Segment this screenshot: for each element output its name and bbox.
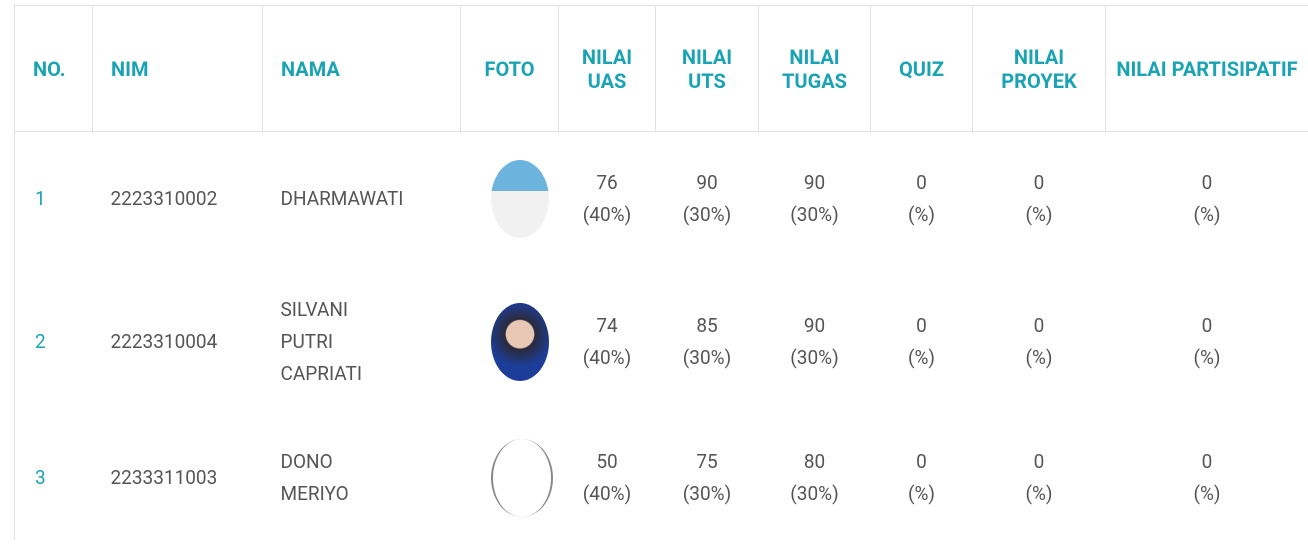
nim: 2233311003	[110, 466, 218, 489]
column-header: QUIZ	[870, 5, 973, 132]
score-cell: 90 (30%)	[656, 132, 759, 267]
score-cell: 0 (%)	[1106, 417, 1308, 540]
weight: (40%)	[582, 482, 632, 505]
column-header: NILAI PROYEK	[972, 5, 1106, 132]
score-cell: 74 (40%)	[559, 267, 656, 417]
name: DHARMAWATI	[280, 187, 404, 211]
score: 0	[916, 171, 927, 195]
weight: (30%)	[790, 482, 839, 505]
weight: (30%)	[682, 345, 732, 369]
name-cell: SILVANI PUTRI CAPRIATI	[263, 267, 461, 417]
column-header: NO.	[14, 5, 93, 132]
row-number[interactable]: 1	[14, 131, 93, 267]
score-cell: 76 (40%)	[559, 132, 656, 267]
weight: (%)	[1193, 482, 1221, 505]
weight: (40%)	[582, 203, 632, 227]
weight: (40%)	[582, 345, 632, 369]
score-cell: 90 (30%)	[759, 132, 871, 267]
row-number[interactable]: 2	[14, 266, 93, 417]
score: 50	[596, 450, 618, 473]
score: 80	[803, 450, 826, 473]
score-cell: 0 (%)	[973, 267, 1106, 417]
row: 3 2233311003 DONO MERIYO 50 (40%) 75 (30%) 80 (3…	[14, 416, 1308, 540]
name-cell: DONO MERIYO	[263, 417, 461, 540]
nim: 2223310002	[110, 187, 218, 211]
name-cell: DHARMAWATI	[263, 132, 461, 267]
row-number[interactable]: 3	[14, 416, 93, 540]
column-header: NIM	[92, 5, 263, 132]
weight: (%)	[1193, 345, 1221, 369]
score-cell: 0 (%)	[871, 267, 973, 417]
score-cell: 90 (30%)	[759, 267, 871, 417]
score-cell: 85 (30%)	[656, 267, 759, 417]
score: 0	[1201, 313, 1213, 337]
weight: (%)	[1025, 203, 1053, 227]
row: 1 2223310002 DHARMAWATI 76 (40%) 90 (30%) 90 (30…	[14, 131, 1308, 267]
photo	[490, 160, 549, 239]
row: 2 2223310004 SILVANI PUTRI CAPRIATI 74 (40%)…	[14, 266, 1308, 417]
score: 0	[1033, 450, 1045, 473]
body: 1 2223310002 DHARMAWATI 76 (40%) 90 (30%) 90 (30…	[14, 131, 1308, 540]
weight: (30%)	[790, 203, 839, 227]
photo	[490, 439, 553, 517]
column-header: NAMA	[262, 5, 461, 132]
score-cell: 0 (%)	[871, 417, 973, 540]
photo-cell	[461, 417, 559, 540]
score-cell: 0 (%)	[1106, 132, 1308, 267]
score: 90	[696, 171, 718, 195]
score-cell: 80 (30%)	[759, 417, 871, 540]
weight: (%)	[1025, 482, 1053, 505]
photo-cell	[461, 132, 559, 267]
nim: 2223310004	[110, 329, 218, 353]
score: 0	[1201, 450, 1213, 473]
weight: (30%)	[682, 203, 732, 227]
photo	[490, 302, 549, 381]
score: 75	[696, 450, 718, 473]
name: SILVANI PUTRI CAPRIATI	[280, 297, 363, 385]
score-cell: 0 (%)	[973, 417, 1106, 540]
column-header: NILAI UAS	[558, 5, 656, 132]
weight: (30%)	[682, 482, 732, 505]
score: 0	[1201, 171, 1213, 195]
score: 0	[916, 313, 927, 337]
weight: (%)	[907, 482, 936, 505]
score: 90	[803, 171, 826, 195]
column-header: NILAI UTS	[655, 5, 759, 132]
column-header: FOTO	[460, 5, 559, 132]
name: DONO MERIYO	[280, 450, 349, 505]
header-row: NO. NIM NAMA FOTO NILAI UAS NILAI UTS NILAI TU…	[14, 5, 1308, 132]
score-cell: 50 (40%)	[559, 417, 656, 540]
column-header: NILAI PARTISIPATIF	[1105, 5, 1308, 132]
column-header: NILAI TUGAS	[758, 5, 871, 132]
grades-table: NO. NIM NAMA FOTO NILAI UAS NILAI UTS NILAI TU…	[14, 5, 1308, 540]
weight: (%)	[907, 345, 936, 369]
score: 0	[1033, 171, 1045, 195]
score-cell: 0 (%)	[1106, 267, 1308, 417]
score: 74	[596, 313, 618, 337]
photo-cell	[461, 267, 559, 417]
score-cell: 75 (30%)	[656, 417, 759, 540]
score: 0	[1033, 313, 1045, 337]
score: 90	[803, 313, 826, 337]
weight: (%)	[1193, 203, 1221, 227]
score: 85	[696, 313, 718, 337]
score: 76	[596, 171, 618, 195]
score: 0	[916, 450, 927, 473]
weight: (%)	[1025, 345, 1053, 369]
weight: (%)	[907, 203, 936, 227]
score-cell: 0 (%)	[871, 132, 973, 267]
weight: (30%)	[790, 345, 839, 369]
score-cell: 0 (%)	[973, 132, 1106, 267]
